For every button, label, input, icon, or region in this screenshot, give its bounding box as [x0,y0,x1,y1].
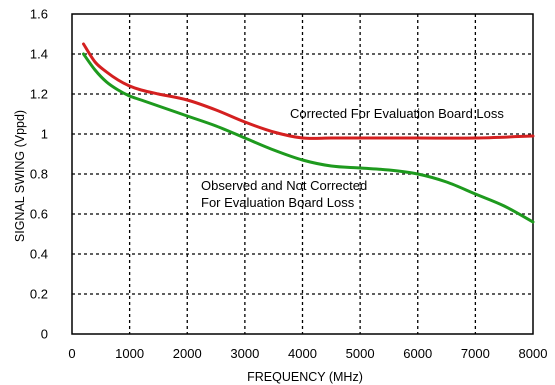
y-axis-title: SIGNAL SWING (Vppd) [13,110,27,242]
y-tick-label: 0.6 [30,207,48,222]
annotation-observed-line2: For Evaluation Board Loss [201,195,355,210]
y-tick-label: 1.6 [30,7,48,22]
annotation-observed-line1: Observed and Not Corrected [201,178,367,193]
observed-series-line [82,52,535,224]
x-tick-label: 4000 [288,346,317,361]
x-axis-title: FREQUENCY (MHz) [247,370,363,384]
grid-lines [72,14,533,334]
x-tick-label: 5000 [346,346,375,361]
x-tick-labels: 0 1000 2000 3000 4000 5000 6000 7000 8000 [68,346,547,361]
corrected-series-line [82,42,535,140]
y-tick-label: 1 [41,127,48,142]
y-tick-labels: 0 0.2 0.4 0.6 0.8 1 1.2 1.4 1.6 [30,7,48,342]
y-tick-label: 1.4 [30,47,48,62]
y-tick-label: 0.4 [30,247,48,262]
x-tick-label: 3000 [230,346,259,361]
y-tick-label: 0.2 [30,287,48,302]
plot-frame [71,13,534,335]
x-tick-label: 0 [68,346,75,361]
x-tick-label: 2000 [173,346,202,361]
y-tick-label: 0 [41,327,48,342]
annotation-corrected: Corrected For Evaluation Board Loss [290,106,504,121]
data-series [82,42,535,224]
x-tick-label: 8000 [519,346,548,361]
x-tick-label: 1000 [115,346,144,361]
x-tick-label: 6000 [403,346,432,361]
y-tick-label: 1.2 [30,87,48,102]
y-tick-label: 0.8 [30,167,48,182]
x-tick-label: 7000 [461,346,490,361]
